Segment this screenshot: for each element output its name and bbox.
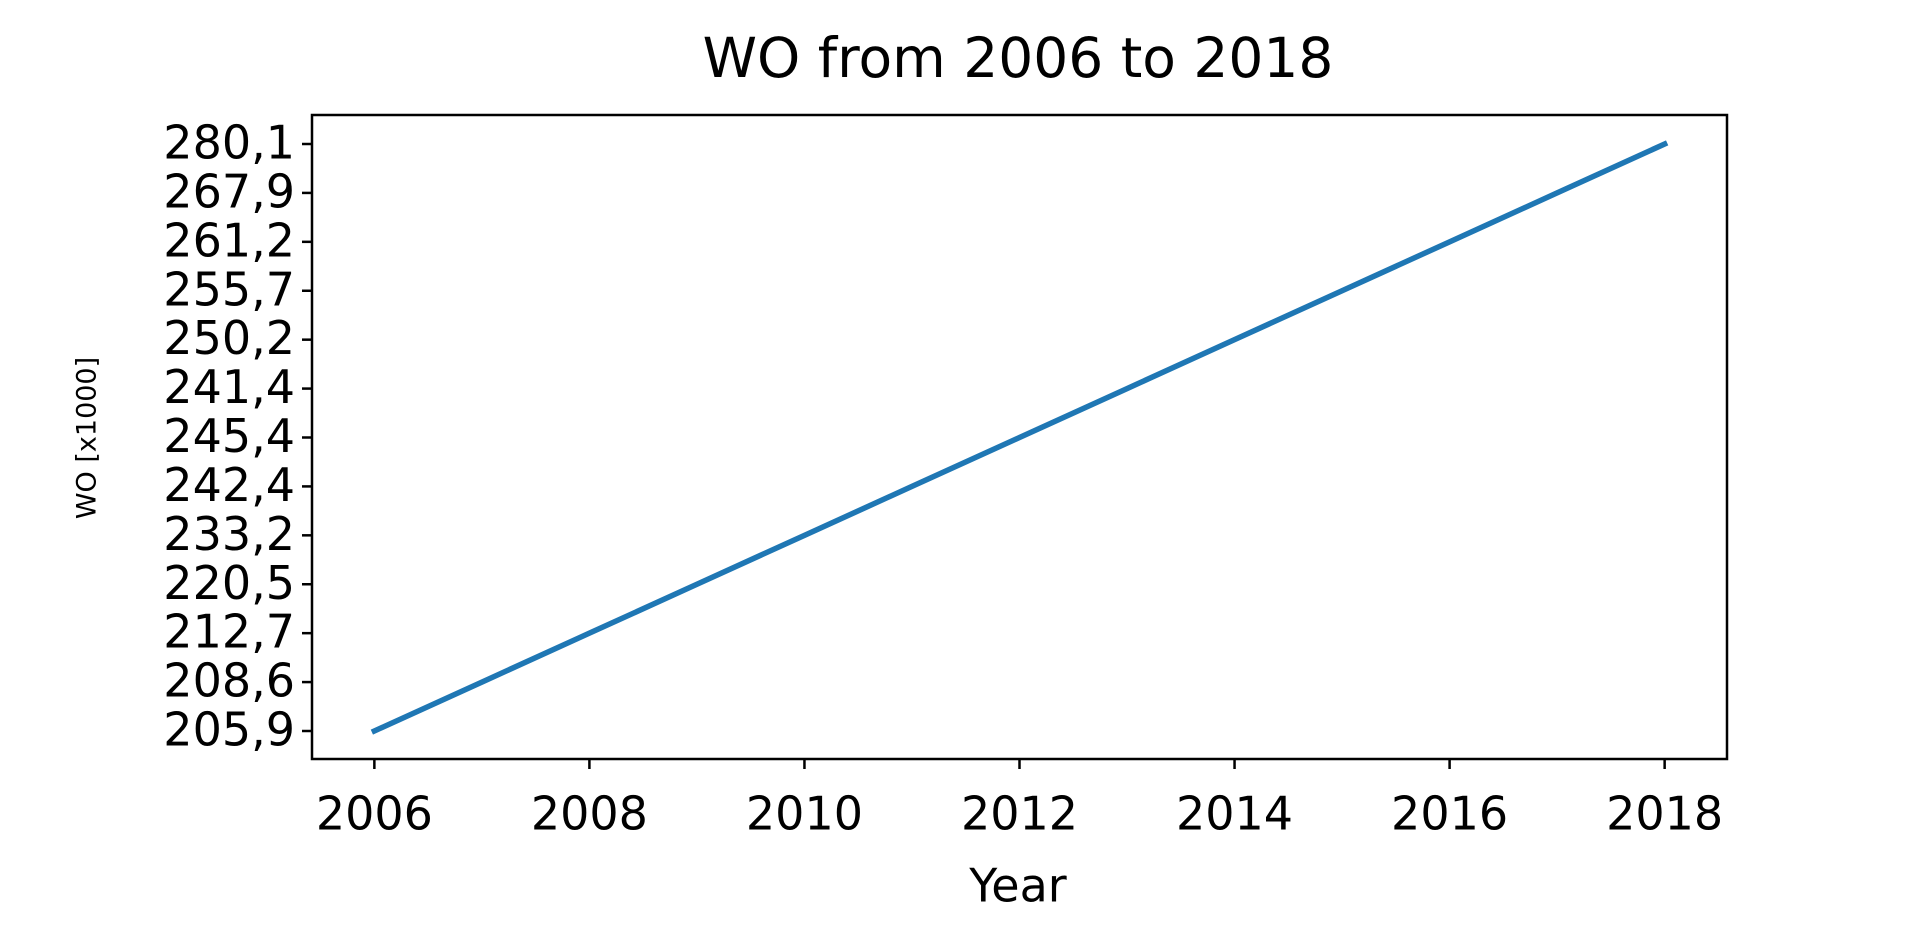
y-tick-label: 208,6 [163,654,295,708]
y-tick-label: 280,1 [163,116,295,170]
y-tick-label: 233,2 [163,507,295,561]
x-tick-label: 2012 [961,787,1078,841]
x-tick-label: 2010 [746,787,863,841]
y-tick-label: 220,5 [163,556,295,610]
y-tick-label: 245,4 [163,409,295,463]
y-tick-label: 255,7 [163,262,295,316]
data-line [370,140,1669,735]
x-tick-label: 2014 [1176,787,1293,841]
chart-title: WO from 2006 to 2018 [703,26,1334,90]
y-tick-label: 205,9 [163,703,295,757]
y-tick-label: 250,2 [163,311,295,365]
x-tick-label: 2008 [531,787,648,841]
x-tick-label: 2018 [1606,787,1723,841]
y-tick-label: 212,7 [163,605,295,659]
plot-frame [310,113,1729,761]
y-tick-label: 261,2 [163,213,295,267]
y-axis-label: WO [x1000] [72,357,103,519]
x-tick-label: 2016 [1391,787,1508,841]
y-tick-label: 242,4 [163,458,295,512]
y-tick-label: 267,9 [163,164,295,218]
x-tick-label: 2006 [316,787,433,841]
y-tick-label: 241,4 [163,360,295,414]
x-axis-label: Year [968,859,1066,913]
